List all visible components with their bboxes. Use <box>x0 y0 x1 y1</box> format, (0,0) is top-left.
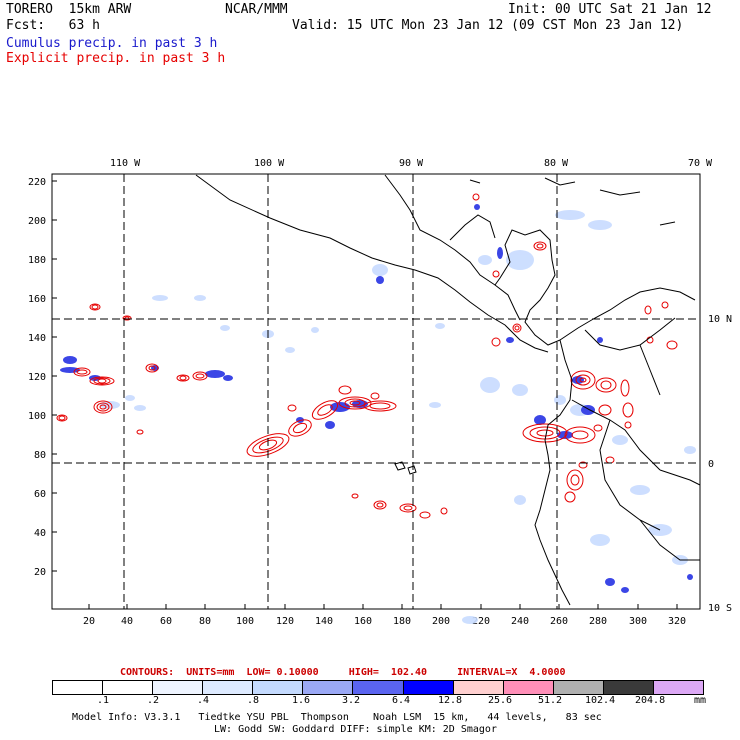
y-tick: 40 <box>34 528 46 539</box>
legend-swatch <box>403 681 454 694</box>
legend-swatch <box>553 681 604 694</box>
legend-label: 3.2 <box>342 695 361 706</box>
legend-swatch <box>303 681 354 694</box>
legend-label: 1.6 <box>292 695 311 706</box>
legend-swatch <box>203 681 254 694</box>
x-tick: 320 <box>668 616 686 627</box>
x-tick: 140 <box>315 616 333 627</box>
x-tick: 240 <box>511 616 529 627</box>
lat-label-10n: 10 N <box>708 314 732 325</box>
y-tick: 160 <box>28 294 46 305</box>
y-tick-labels: 220 200 180 160 140 120 100 80 60 40 20 <box>28 177 46 578</box>
legend-swatch <box>603 681 654 694</box>
legend-swatch <box>103 681 154 694</box>
x-tick: 120 <box>276 616 294 627</box>
init-time: Init: 00 UTC Sat 21 Jan 12 <box>508 2 712 17</box>
x-tick: 20 <box>83 616 95 627</box>
legend-swatch <box>453 681 504 694</box>
legend-label: .2 <box>147 695 160 706</box>
contour-legend-title: CONTOURS: UNITS=mm LOW= 0.10000 HIGH= 10… <box>120 667 566 678</box>
lon-label-90w: 90 W <box>399 158 424 169</box>
cumulus-label: Cumulus precip. in past 3 h <box>6 36 218 51</box>
x-tick-labels: 20 40 60 80 100 120 140 160 180 200 220 … <box>83 616 686 627</box>
model-name: TORERO 15km ARW <box>6 2 132 17</box>
y-tick: 200 <box>28 216 46 227</box>
model-info-line2: LW: Godd SW: Goddard DIFF: simple KM: 2D… <box>214 724 497 735</box>
precip-map: 110 W 100 W 90 W 80 W 70 W 10 N 0 10 S 2… <box>28 158 732 627</box>
x-tick: 60 <box>160 616 172 627</box>
lon-label-70w: 70 W <box>688 158 713 169</box>
legend-swatch <box>353 681 404 694</box>
x-tick: 160 <box>354 616 372 627</box>
y-tick: 60 <box>34 489 46 500</box>
x-tick: 180 <box>393 616 411 627</box>
x-tick: 260 <box>550 616 568 627</box>
right-lat-labels: 10 N 0 10 S <box>708 314 732 614</box>
legend-label: .8 <box>247 695 260 706</box>
model-info-line1: Model Info: V3.3.1 Tiedtke YSU PBL Thomp… <box>72 712 602 723</box>
x-tick: 220 <box>472 616 490 627</box>
legend-labels: .1 .2 .4 .8 1.6 3.2 6.4 12.8 25.6 51.2 1… <box>52 695 706 707</box>
legend-swatch <box>53 681 104 694</box>
y-tick: 140 <box>28 333 46 344</box>
legend-label: 102.4 <box>585 695 616 706</box>
lat-label-0: 0 <box>708 459 714 470</box>
x-tick: 300 <box>629 616 647 627</box>
x-tick: 80 <box>199 616 211 627</box>
legend-unit: mm <box>694 695 707 706</box>
coastlines <box>195 174 701 606</box>
tick-marks <box>52 180 678 609</box>
light-precip-shading <box>100 210 696 624</box>
explicit-label: Explicit precip. in past 3 h <box>6 51 226 66</box>
x-tick: 100 <box>236 616 254 627</box>
explicit-precip-contours <box>56 193 678 519</box>
legend-label: .1 <box>97 695 110 706</box>
legend-swatch <box>653 681 704 694</box>
top-lon-labels: 110 W 100 W 90 W 80 W 70 W <box>110 158 713 169</box>
legend-label: 6.4 <box>392 695 411 706</box>
lon-label-100w: 100 W <box>254 158 285 169</box>
legend-swatch <box>253 681 304 694</box>
y-tick: 80 <box>34 450 46 461</box>
map-frame <box>51 173 701 610</box>
legend-label: 51.2 <box>538 695 563 706</box>
y-tick: 20 <box>34 567 46 578</box>
color-legend-bar <box>52 680 704 695</box>
x-tick: 280 <box>589 616 607 627</box>
legend-label: 12.8 <box>438 695 463 706</box>
organization: NCAR/MMM <box>225 2 288 17</box>
valid-time: Valid: 15 UTC Mon 23 Jan 12 (09 CST Mon … <box>292 18 684 33</box>
legend-swatch <box>503 681 554 694</box>
x-tick: 200 <box>432 616 450 627</box>
y-tick: 220 <box>28 177 46 188</box>
lat-lon-grid <box>52 174 700 609</box>
y-tick: 100 <box>28 411 46 422</box>
legend-label: .4 <box>197 695 210 706</box>
legend-label: 25.6 <box>488 695 513 706</box>
legend-swatch <box>153 681 204 694</box>
legend-label: 204.8 <box>635 695 666 706</box>
lon-label-110w: 110 W <box>110 158 141 169</box>
x-tick: 40 <box>121 616 133 627</box>
lat-label-10s: 10 S <box>708 603 732 614</box>
y-tick: 180 <box>28 255 46 266</box>
forecast-hour: Fcst: 63 h <box>6 18 100 33</box>
lon-label-80w: 80 W <box>544 158 569 169</box>
y-tick: 120 <box>28 372 46 383</box>
